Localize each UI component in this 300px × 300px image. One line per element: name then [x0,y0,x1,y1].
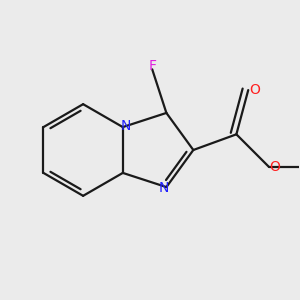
Text: F: F [148,58,156,73]
Text: O: O [249,83,260,97]
Text: O: O [269,160,281,174]
Text: N: N [121,119,131,133]
Text: N: N [158,181,169,195]
